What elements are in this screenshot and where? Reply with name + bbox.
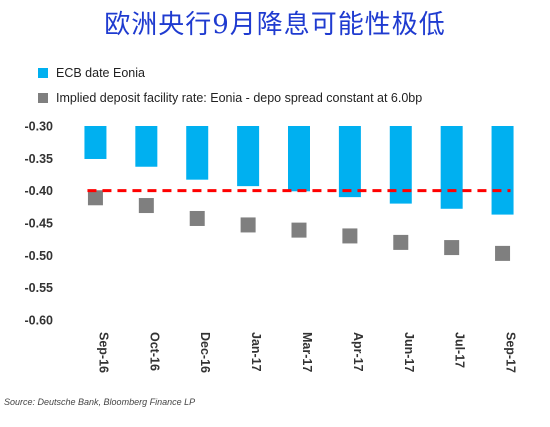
deposit-rate-marker [189, 210, 205, 226]
eonia-bar [440, 126, 463, 209]
deposit-rate-marker [240, 217, 256, 233]
deposit-rate-marker [291, 222, 307, 238]
eonia-bar [389, 126, 412, 204]
legend-label-eonia: ECB date Eonia [56, 66, 145, 80]
eonia-bar [491, 126, 514, 215]
x-tick-label: Oct-16 [147, 332, 161, 371]
y-tick-label: -0.45 [25, 217, 54, 231]
deposit-rate-marker [342, 228, 358, 244]
legend-label-deposit-rate: Implied deposit facility rate: Eonia - d… [56, 91, 423, 105]
y-tick-label: -0.30 [25, 120, 54, 134]
x-tick-label: Apr-17 [351, 332, 365, 372]
y-tick-label: -0.40 [25, 184, 54, 198]
x-tick-label: Sep-17 [504, 332, 518, 373]
chart-title: 欧洲央行9月降息可能性极低 [104, 10, 446, 40]
deposit-rate-markers [87, 190, 511, 261]
deposit-rate-marker [495, 245, 511, 261]
deposit-rate-marker [138, 198, 154, 214]
y-tick-label: -0.50 [25, 249, 54, 263]
x-tick-label: Sep-16 [96, 332, 110, 373]
x-axis-ticks: Sep-16 Oct-16 Dec-16 Jan-17 Mar-17 Apr-17 Jun-… [96, 332, 517, 373]
eonia-bar [288, 126, 310, 192]
x-tick-label: Mar-17 [300, 332, 314, 372]
y-tick-label: -0.55 [25, 281, 54, 295]
x-tick-label: Jan-17 [249, 332, 263, 372]
eonia-bar [186, 126, 209, 180]
legend-item-deposit-rate: Implied deposit facility rate: Eonia - d… [38, 90, 422, 106]
source-note: Source: Deutsche Bank, Bloomberg Finance… [4, 397, 196, 407]
eonia-bar [135, 126, 158, 167]
eonia-bar [84, 126, 107, 159]
legend-swatch-eonia [38, 68, 48, 78]
eonia-bar [237, 126, 260, 187]
eonia-bar [338, 126, 361, 198]
eonia-bars [84, 126, 514, 215]
y-axis-ticks: -0.30 -0.35 -0.40 -0.45 -0.50 -0.55 -0.60 [25, 120, 54, 328]
x-tick-label: Jun-17 [402, 332, 416, 372]
y-tick-label: -0.35 [25, 152, 54, 166]
deposit-rate-marker [444, 240, 460, 256]
x-tick-label: Jul-17 [453, 332, 467, 368]
deposit-rate-marker [87, 190, 103, 206]
legend-swatch-deposit-rate [38, 93, 48, 103]
y-tick-label: -0.60 [25, 314, 54, 328]
legend-item-eonia: ECB date Eonia [38, 65, 145, 81]
x-tick-label: Dec-16 [198, 332, 212, 373]
deposit-rate-marker [393, 234, 409, 250]
